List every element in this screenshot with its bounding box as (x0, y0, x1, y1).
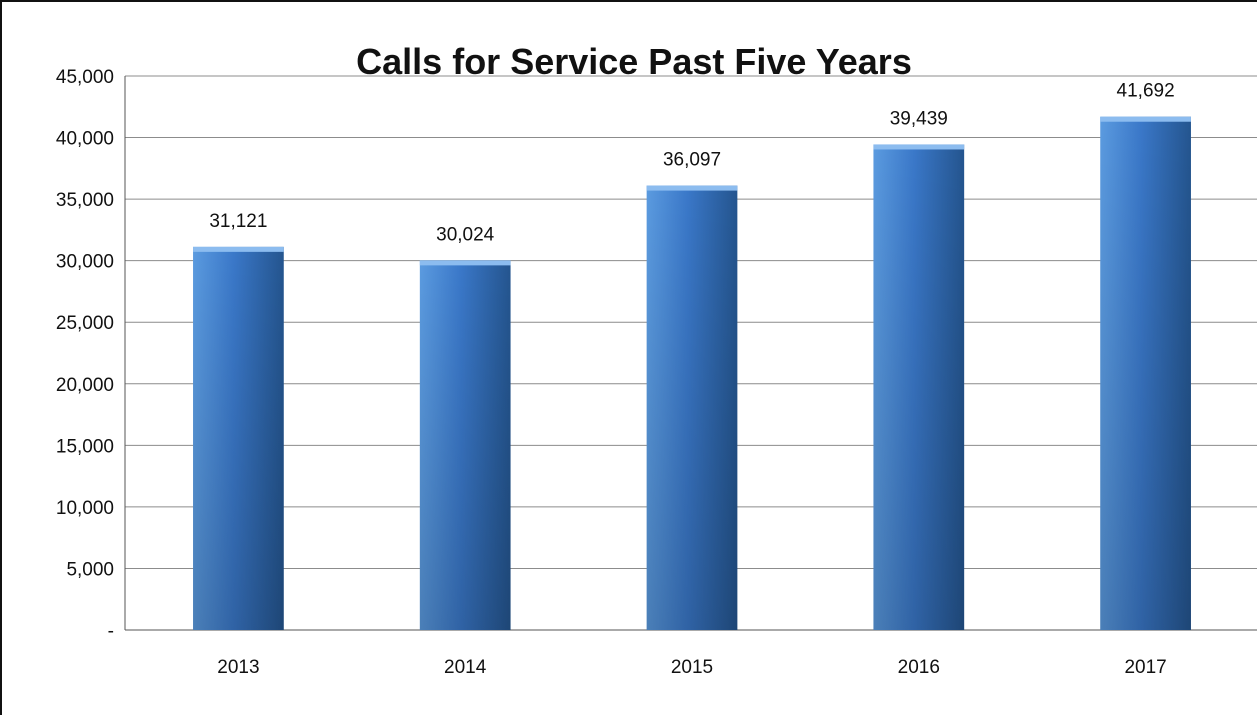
y-tick-label: 35,000 (56, 190, 114, 211)
y-tick-label: 15,000 (56, 436, 114, 457)
data-label: 36,097 (663, 150, 721, 171)
x-tick-label: 2013 (217, 657, 259, 678)
bars (193, 116, 1191, 630)
bar-cap (873, 144, 965, 150)
bar-cap (419, 260, 511, 266)
bar-shade (419, 260, 511, 630)
chart-title: Calls for Service Past Five Years (356, 41, 912, 82)
x-tick-label: 2016 (898, 657, 940, 678)
y-tick-label: 45,000 (56, 67, 114, 88)
bar-cap (646, 185, 738, 191)
bar-cap (1100, 116, 1191, 122)
y-tick-label: - (108, 621, 114, 642)
y-tick-label: 5,000 (66, 559, 114, 580)
labels: - 5,000 10,000 15,000 20,000 25,000 30,000 35,0… (56, 67, 1175, 678)
x-tick-label: 2015 (671, 657, 713, 678)
y-tick-label: 30,000 (56, 252, 114, 273)
bar-shade (646, 185, 738, 630)
y-tick-label: 10,000 (56, 498, 114, 519)
bar-shade (1100, 116, 1191, 630)
y-tick-label: 40,000 (56, 129, 114, 150)
x-tick-label: 2017 (1124, 657, 1166, 678)
bar-cap (193, 246, 284, 252)
y-tick-label: 20,000 (56, 375, 114, 396)
bar-shade (873, 144, 965, 630)
data-label: 30,024 (436, 224, 495, 245)
bar-shade (193, 246, 284, 630)
data-label: 39,439 (890, 108, 948, 129)
y-tick-label: 25,000 (56, 313, 114, 334)
data-label: 31,121 (209, 211, 267, 232)
x-tick-label: 2014 (444, 657, 487, 678)
data-label: 41,692 (1117, 81, 1175, 102)
